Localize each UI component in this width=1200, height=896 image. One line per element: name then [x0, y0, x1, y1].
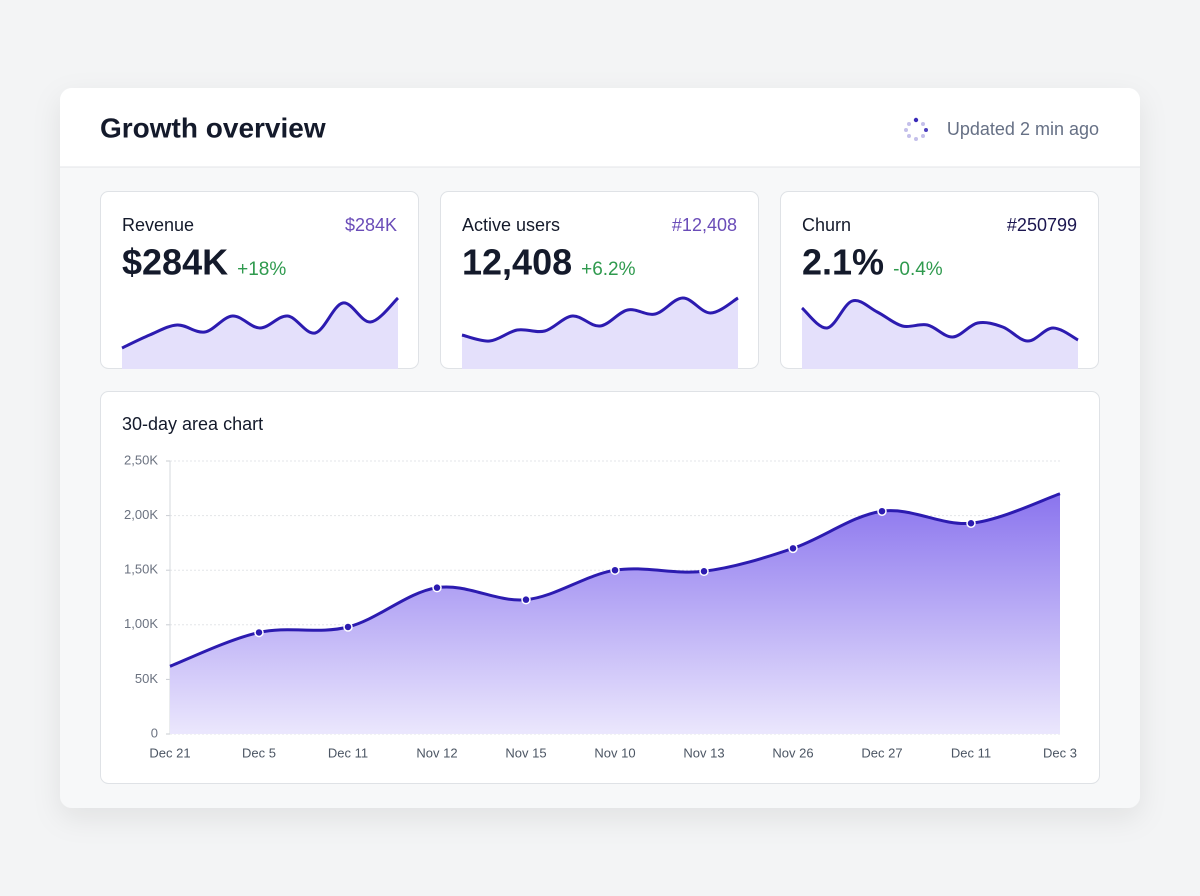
x-tick-label: Dec 5	[242, 745, 276, 760]
y-tick-label: 2,00K	[124, 507, 158, 522]
x-tick-label: Dec 11	[328, 745, 368, 760]
point	[343, 622, 353, 632]
kpi-value: 12,408	[462, 242, 572, 283]
sparkline-area	[122, 298, 398, 369]
y-tick-label: 1,50K	[124, 562, 158, 577]
x-tick-label: Dec 11	[951, 745, 991, 760]
x-tick-label: Nov 13	[683, 745, 724, 760]
sparkline-area	[802, 300, 1078, 369]
kpi-value: 2.1%	[802, 242, 884, 283]
kpi-label: Active users	[462, 215, 560, 235]
point	[432, 582, 442, 593]
kpi-label: Revenue	[122, 215, 194, 235]
x-tick-label: Dec 3	[1043, 745, 1077, 760]
x-tick-label: Nov 12	[416, 745, 457, 760]
y-tick-label: 50K	[135, 671, 158, 686]
point	[610, 565, 620, 575]
x-tick-label: Nov 10	[594, 745, 635, 760]
kpi-value: $284K	[122, 242, 228, 283]
x-tick-label: Dec 27	[861, 745, 902, 760]
spinner	[904, 117, 928, 141]
kpi-tag: #12,408	[672, 215, 737, 235]
area	[170, 493, 1060, 734]
sparkline	[800, 299, 1079, 343]
chart-title: 30-day area chart	[122, 414, 263, 434]
point	[877, 506, 887, 516]
sparkline	[121, 296, 400, 350]
page-title: Growth overview	[100, 112, 326, 143]
status-text: Updated 2 min ago	[947, 119, 1099, 139]
x-tick-label: Dec 21	[149, 745, 190, 760]
point	[966, 518, 976, 528]
point	[699, 566, 709, 577]
sparkline	[461, 296, 739, 343]
point	[521, 594, 531, 605]
kpi-delta: +6.2%	[581, 259, 636, 280]
kpi-delta: -0.4%	[893, 259, 943, 280]
x-tick-label: Nov 15	[505, 745, 546, 760]
sparkline-area	[462, 297, 738, 369]
kpi-tag: $284K	[345, 215, 397, 235]
kpi-tag: #250799	[1007, 215, 1077, 235]
y-tick-label: 2,50K	[124, 452, 158, 467]
panel-header	[60, 88, 1140, 167]
y-tick-label: 0	[151, 725, 158, 740]
x-tick-label: Nov 26	[772, 745, 813, 760]
point	[788, 543, 798, 554]
point	[254, 627, 264, 638]
kpi-label: Churn	[802, 215, 851, 235]
kpi-delta: +18%	[237, 259, 286, 280]
y-tick-label: 1,00K	[124, 616, 158, 631]
